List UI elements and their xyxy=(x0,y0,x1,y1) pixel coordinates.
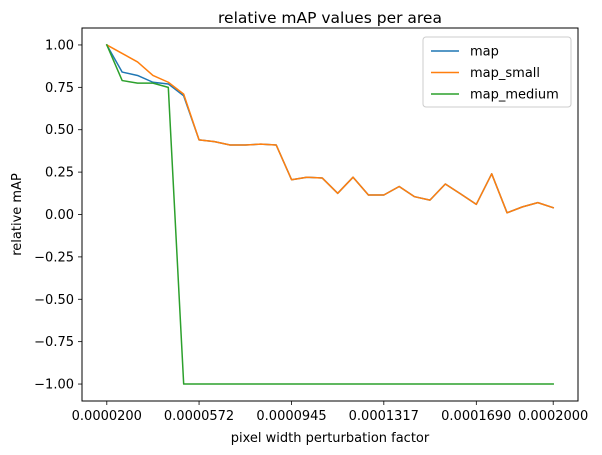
legend: map map_small map_medium xyxy=(422,36,572,108)
series-line-map-medium xyxy=(105,43,554,385)
x-tick-label: 0.0001317 xyxy=(349,409,419,424)
y-tick-label: −1.00 xyxy=(34,378,74,393)
x-tick-label: 0.0000572 xyxy=(164,409,234,424)
series-line-map-small xyxy=(105,43,555,214)
x-tick-label: 0.0002000 xyxy=(518,409,588,424)
y-tick-label: −0.75 xyxy=(34,335,74,350)
y-axis-label: relative mAP xyxy=(10,173,25,256)
legend-label-map-small: map_small xyxy=(470,66,540,81)
x-tick-label: 0.0001690 xyxy=(441,409,511,424)
x-tick-label: 0.0000200 xyxy=(72,409,142,424)
x-axis-label: pixel width perturbation factor xyxy=(231,431,430,446)
x-tick-label: 0.0000945 xyxy=(256,409,326,424)
y-tick-label: −0.50 xyxy=(34,293,74,308)
legend-box xyxy=(422,36,572,108)
y-tick-label: 0.75 xyxy=(45,81,74,96)
y-tick-label: 1.00 xyxy=(45,38,74,53)
y-tick-label: −0.25 xyxy=(34,250,74,265)
x-axis-ticks: 0.0000200 0.0000572 0.0000945 0.0001317 0.00… xyxy=(72,401,588,424)
legend-label-map-medium: map_medium xyxy=(470,88,559,103)
legend-label-map: map xyxy=(470,45,499,60)
plot-area xyxy=(81,27,579,402)
y-axis-ticks: −1.00 −0.75 −0.50 −0.25 0.00 0.25 0.50 0.75 1.00 xyxy=(34,38,82,393)
y-tick-label: 0.50 xyxy=(45,123,74,138)
y-tick-label: 0.00 xyxy=(45,208,74,223)
series-group xyxy=(105,43,555,385)
y-tick-label: 0.25 xyxy=(45,166,74,181)
chart-title: relative mAP values per area xyxy=(218,9,442,27)
